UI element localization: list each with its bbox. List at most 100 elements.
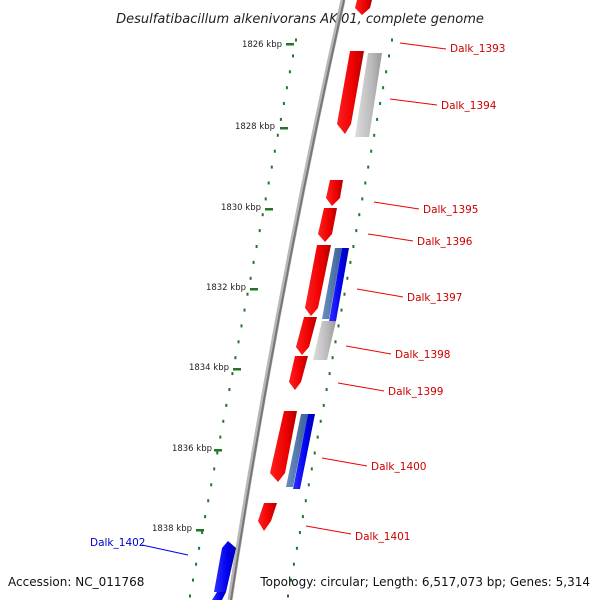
gene-arrow[interactable] [355, 0, 372, 15]
gene-leader [367, 233, 414, 242]
outer-guide [287, 38, 393, 598]
gene-label[interactable]: Dalk_1394 [441, 100, 497, 112]
guide-dot [237, 340, 240, 344]
gene-label[interactable]: Dalk_1397 [407, 292, 463, 304]
gene-dalk-1396[interactable]: Dalk_1396 [318, 208, 473, 248]
gene-dalk-1401[interactable]: Dalk_1401 [258, 503, 411, 543]
guide-dot [337, 324, 340, 328]
guide-dot [361, 197, 364, 201]
gene-arrow[interactable] [296, 317, 317, 355]
tick-label: 1836 kbp [172, 444, 212, 454]
gene-arrow[interactable] [258, 503, 277, 531]
guide-dot [290, 578, 292, 582]
tick-label: 1828 kbp [235, 122, 275, 132]
tick-1836: 1836 kbp [172, 444, 222, 454]
tick-1838: 1838 kbp [152, 524, 204, 534]
guide-dot [295, 38, 297, 42]
guide-dot [288, 70, 291, 74]
guide-dot [349, 260, 352, 264]
tick-label: 1834 kbp [189, 363, 229, 373]
guide-dot [222, 419, 225, 423]
guide-dot [210, 483, 213, 487]
guide-dot [343, 292, 346, 296]
guide-dot [240, 324, 243, 328]
pseudogene-bar[interactable] [313, 321, 336, 360]
tick-1828: 1828 kbp [235, 122, 288, 132]
map-title: Desulfatibacillum alkenivorans AK-01, co… [116, 12, 484, 27]
guide-dot [285, 86, 288, 90]
guide-dot [216, 451, 219, 455]
gene-dalk-1395[interactable]: Dalk_1395 [326, 180, 479, 216]
guide-dot [219, 435, 222, 439]
guide-dot [204, 515, 207, 519]
guide-dot [322, 403, 325, 407]
gene-label[interactable]: Dalk_1400 [371, 461, 427, 473]
gene-dalk-1398[interactable]: Dalk_1398 [296, 317, 451, 361]
guide-dot [189, 594, 191, 598]
tick-label: 1826 kbp [242, 40, 282, 50]
guide-dot [249, 276, 252, 280]
gene-arrow[interactable] [318, 208, 337, 242]
gene-leader [141, 544, 189, 556]
guide-dot [201, 531, 204, 534]
guide-dot [225, 403, 228, 407]
reverse-bar [293, 414, 315, 489]
gene-dalk-1402[interactable]: Dalk_1402 [90, 537, 236, 600]
gene-dalk-1399[interactable]: Dalk_1399 [289, 356, 444, 398]
guide-dot [273, 149, 276, 153]
guide-dot [340, 308, 343, 312]
steel-bar [322, 248, 342, 319]
gene-leader [337, 382, 385, 392]
guide-dot [385, 70, 388, 74]
gene-label[interactable]: Dalk_1395 [423, 204, 479, 216]
gene-dalk-1393[interactable]: Dalk_1393 [355, 0, 506, 55]
gene-label[interactable]: Dalk_1393 [450, 43, 506, 55]
guide-dot [295, 546, 298, 550]
gene-label[interactable]: Dalk_1399 [388, 386, 444, 398]
gene-arrow[interactable] [326, 180, 343, 206]
guide-dot [270, 165, 273, 169]
guide-dot [376, 117, 379, 121]
gene-arrow[interactable] [270, 411, 297, 482]
guide-dot [282, 102, 285, 105]
gene-arrow[interactable] [289, 356, 308, 390]
guide-dot [352, 245, 355, 248]
genome-summary: Topology: circular; Length: 6,517,073 bp… [259, 575, 590, 589]
guide-dot [228, 388, 231, 391]
guide-dot [307, 483, 310, 487]
pseudogene-bar[interactable] [355, 53, 382, 137]
accession-text: Accession: NC_011768 [8, 575, 144, 589]
gene-label[interactable]: Dalk_1396 [417, 236, 473, 248]
gene-label[interactable]: Dalk_1401 [355, 531, 411, 543]
guide-dot [364, 181, 367, 185]
guide-dot [243, 308, 246, 312]
gene-dalk-1397[interactable]: Dalk_1397 [305, 245, 463, 321]
gene-arrow[interactable] [214, 541, 236, 592]
gene-arrow[interactable] [337, 51, 364, 134]
gene-label[interactable]: Dalk_1402 [90, 537, 146, 549]
gene-dalk-1400[interactable]: Dalk_1400 [270, 411, 427, 489]
guide-dot [304, 499, 307, 503]
guide-dot [207, 499, 210, 503]
guide-dot [388, 54, 390, 58]
guide-dot [292, 54, 294, 58]
tick-mark [265, 208, 273, 211]
gene-dalk-1394[interactable]: Dalk_1394 [337, 51, 497, 137]
gene-leader [373, 201, 420, 210]
gene-arrow[interactable] [305, 245, 331, 316]
guide-dot [325, 388, 328, 391]
guide-dot [346, 276, 349, 280]
guide-dot [276, 133, 279, 137]
guide-dot [319, 419, 322, 423]
guide-dot [198, 546, 201, 550]
guide-dot [310, 467, 313, 471]
gene-label[interactable]: Dalk_1398 [395, 349, 451, 361]
guide-dot [370, 149, 373, 153]
guide-dot [279, 117, 282, 121]
gene-arrow-next[interactable] [212, 592, 226, 600]
guide-dot [231, 372, 234, 376]
guide-dot [331, 356, 334, 360]
tick-mark [196, 529, 204, 532]
tick-mark [286, 43, 294, 46]
